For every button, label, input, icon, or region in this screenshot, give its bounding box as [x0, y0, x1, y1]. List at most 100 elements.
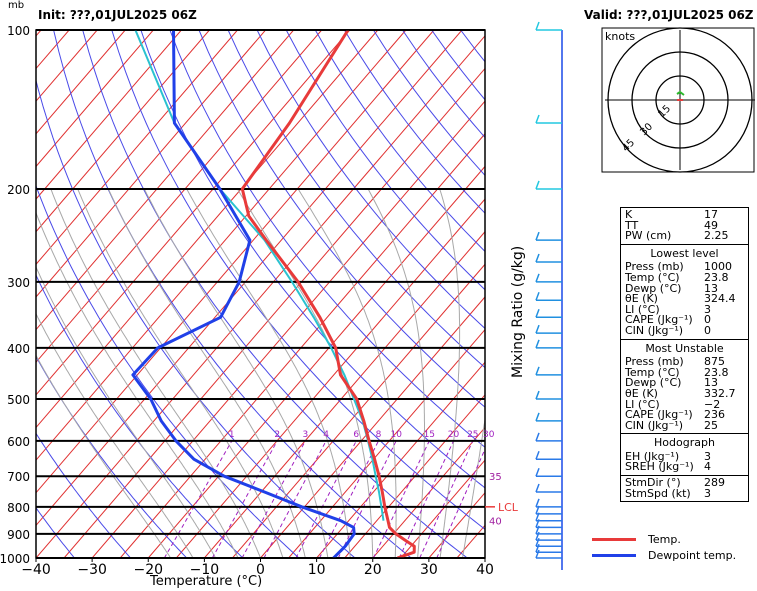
mixing-ratio-line: [419, 440, 474, 558]
indices-key: K: [625, 208, 633, 221]
indices-key: EH (Jkg⁻¹): [625, 449, 680, 463]
isotherm-line: [400, 459, 485, 558]
indices-key: SREH (Jkg⁻¹): [625, 460, 694, 474]
wind-barb-flag: [535, 253, 540, 263]
wind-barb-flag: [535, 519, 540, 528]
mixing-ratio-line: [241, 440, 306, 558]
indices-key: θE (K): [625, 292, 658, 306]
wind-barb-flag: [535, 339, 540, 349]
x-tick-label: 40: [476, 562, 494, 578]
indices-value: 0: [704, 323, 711, 337]
isotherm-line: [344, 394, 485, 558]
indices-key: CAPE (Jkg⁻¹): [625, 408, 693, 422]
indices-row: EH (Jkg⁻¹) 3: [625, 449, 744, 463]
mixing-ratio-line: [337, 440, 397, 558]
indices-section: Lowest level Press (mb) 1000 Temp (°C) 23.8 D…: [621, 243, 748, 339]
indices-value: 875: [704, 355, 725, 369]
indices-key: Temp (°C): [625, 365, 680, 379]
indices-row: TT 49: [625, 218, 744, 232]
indices-value: 332.7: [704, 386, 736, 400]
indices-value: −2: [704, 397, 721, 411]
legend-temp-line: [592, 537, 636, 541]
x-tick-label: −40: [21, 562, 51, 578]
indices-section: StmDir (°) 289 StmSpd (kt) 3: [621, 475, 748, 501]
dry-adiabat-line: [169, 30, 485, 448]
mixing-ratio-line: [436, 448, 485, 558]
indices-value: 49: [704, 218, 718, 232]
x-axis-label: Temperature (°C): [150, 574, 263, 589]
wind-barb-flag: [535, 483, 540, 493]
indices-key: LI (°C): [625, 302, 660, 316]
indices-key: CAPE (Jkg⁻¹): [625, 313, 693, 327]
isotherm-line: [36, 30, 210, 233]
legend-dew-label: Dewpoint temp.: [648, 548, 737, 562]
mixing-ratio-line: [372, 440, 430, 558]
indices-row: Press (mb) 875: [625, 355, 744, 369]
isotherm-line: [36, 30, 126, 135]
indices-row: StmDir (°) 289: [625, 476, 744, 490]
indices-value: 324.4: [704, 292, 736, 306]
wind-barb-flag: [535, 231, 540, 241]
indices-section: K 17 TT 49 PW (cm) 2.25: [621, 208, 748, 244]
dewpoint-line: [131, 30, 356, 558]
mixing-ratio-line: [163, 440, 233, 558]
indices-row: Temp (°C) 23.8: [625, 365, 744, 379]
isotherm-line: [36, 30, 238, 266]
isotherm-line: [36, 30, 323, 363]
wind-barb-flag: [535, 21, 540, 31]
mixing-ratio-label: 25: [467, 430, 478, 440]
hodograph-trace: [676, 90, 685, 96]
x-tick-label: −10: [190, 562, 220, 578]
indices-section-title: Lowest level: [650, 246, 719, 260]
wind-barb-flag: [535, 531, 540, 541]
legend-temp: Temp.: [592, 531, 736, 547]
wind-barb-flag: [535, 180, 540, 190]
indices-row: CAPE (Jkg⁻¹) 0: [625, 315, 744, 326]
pressure-tick-label: 700: [7, 470, 30, 484]
wind-barb-flag: [535, 498, 540, 508]
x-tick-label: −20: [133, 562, 163, 578]
indices-value: 25: [704, 418, 718, 432]
pressure-tick-label: 1000: [0, 552, 30, 566]
mixing-ratio-line: [398, 440, 454, 558]
pressure-tick-label: 400: [7, 342, 30, 356]
isotherm-line: [232, 263, 485, 558]
wind-barb-flag: [535, 467, 540, 477]
wind-barb-flag: [535, 512, 540, 521]
indices-value: 289: [704, 476, 725, 490]
dry-adiabat-line: [36, 506, 75, 558]
isotherm-line: [119, 133, 485, 558]
mixing-ratio-line: [211, 440, 278, 558]
indices-value: 23.8: [704, 270, 729, 284]
dry-adiabat-line: [36, 184, 300, 558]
isotherm-line: [36, 30, 379, 429]
indices-row: Dewp (°C) 13: [625, 281, 744, 295]
indices-key: LI (°C): [625, 397, 660, 411]
indices-key: CIN (Jkg⁻¹): [625, 418, 684, 432]
dry-adiabat-line: [111, 30, 485, 530]
indices-key: StmSpd (kt): [625, 486, 691, 500]
indices-value: 3: [704, 486, 711, 500]
indices-value: 3: [704, 449, 711, 463]
wind-barb-flag: [535, 537, 540, 547]
indices-key: TT: [625, 218, 639, 232]
indices-value: 236: [704, 408, 725, 422]
isotherm-line: [36, 30, 407, 461]
indices-value: 0: [704, 313, 711, 327]
dry-adiabat-line: [314, 30, 485, 253]
wind-barb-flag: [535, 505, 540, 515]
indices-key: Dewp (°C): [625, 281, 682, 295]
indices-section-title: Most Unstable: [645, 341, 724, 355]
isotherm-line: [91, 100, 485, 558]
indices-row: θE (K) 324.4: [625, 292, 744, 306]
mixing-ratio-line: [263, 440, 327, 558]
indices-value: 4: [704, 460, 711, 474]
indices-row: θE (K) 332.7: [625, 386, 744, 400]
indices-key: StmDir (°): [625, 476, 681, 490]
pressure-tick-label: 900: [7, 528, 30, 542]
pressure-unit: mb: [8, 0, 25, 11]
indices-row: CIN (Jkg⁻¹) 0: [625, 323, 744, 337]
dry-adiabat-line: [198, 30, 485, 408]
indices-row: PW (cm) 2.25: [625, 230, 744, 242]
